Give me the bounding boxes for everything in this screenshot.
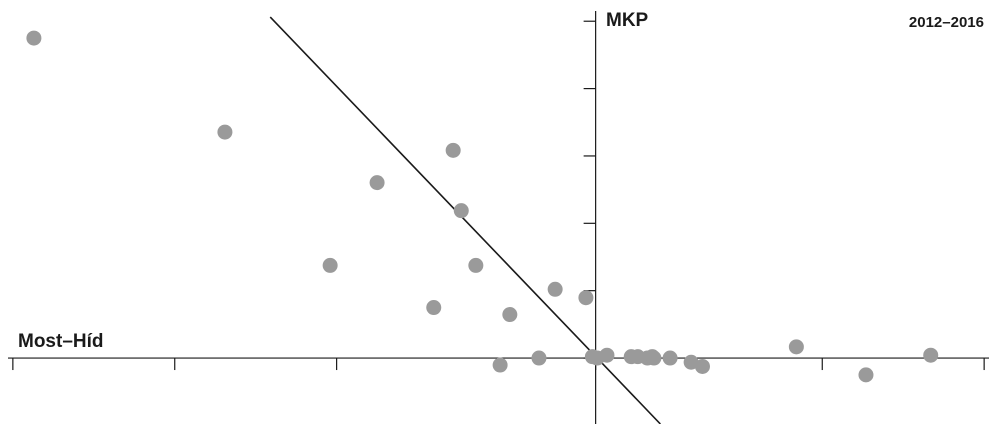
data-point	[217, 124, 233, 140]
period-label: 2012–2016	[909, 14, 984, 31]
x-axis-label: Most–Híd	[18, 331, 104, 352]
data-point	[547, 281, 563, 297]
data-points	[26, 30, 939, 383]
data-point	[662, 350, 678, 366]
y-axis-label: MKP	[606, 10, 649, 31]
data-point	[445, 142, 461, 158]
data-point	[683, 354, 699, 370]
data-point	[492, 357, 508, 373]
data-point	[599, 347, 615, 363]
data-point	[858, 367, 874, 383]
data-point	[322, 257, 338, 273]
data-point	[694, 358, 710, 374]
data-point	[453, 203, 469, 219]
data-point	[502, 307, 518, 323]
data-point	[468, 257, 484, 273]
data-point	[26, 30, 42, 46]
data-point	[531, 350, 547, 366]
data-point	[578, 290, 594, 306]
data-point	[369, 175, 385, 191]
data-point	[426, 300, 442, 316]
data-point	[923, 347, 939, 363]
data-point	[646, 350, 662, 366]
data-point	[788, 339, 804, 355]
